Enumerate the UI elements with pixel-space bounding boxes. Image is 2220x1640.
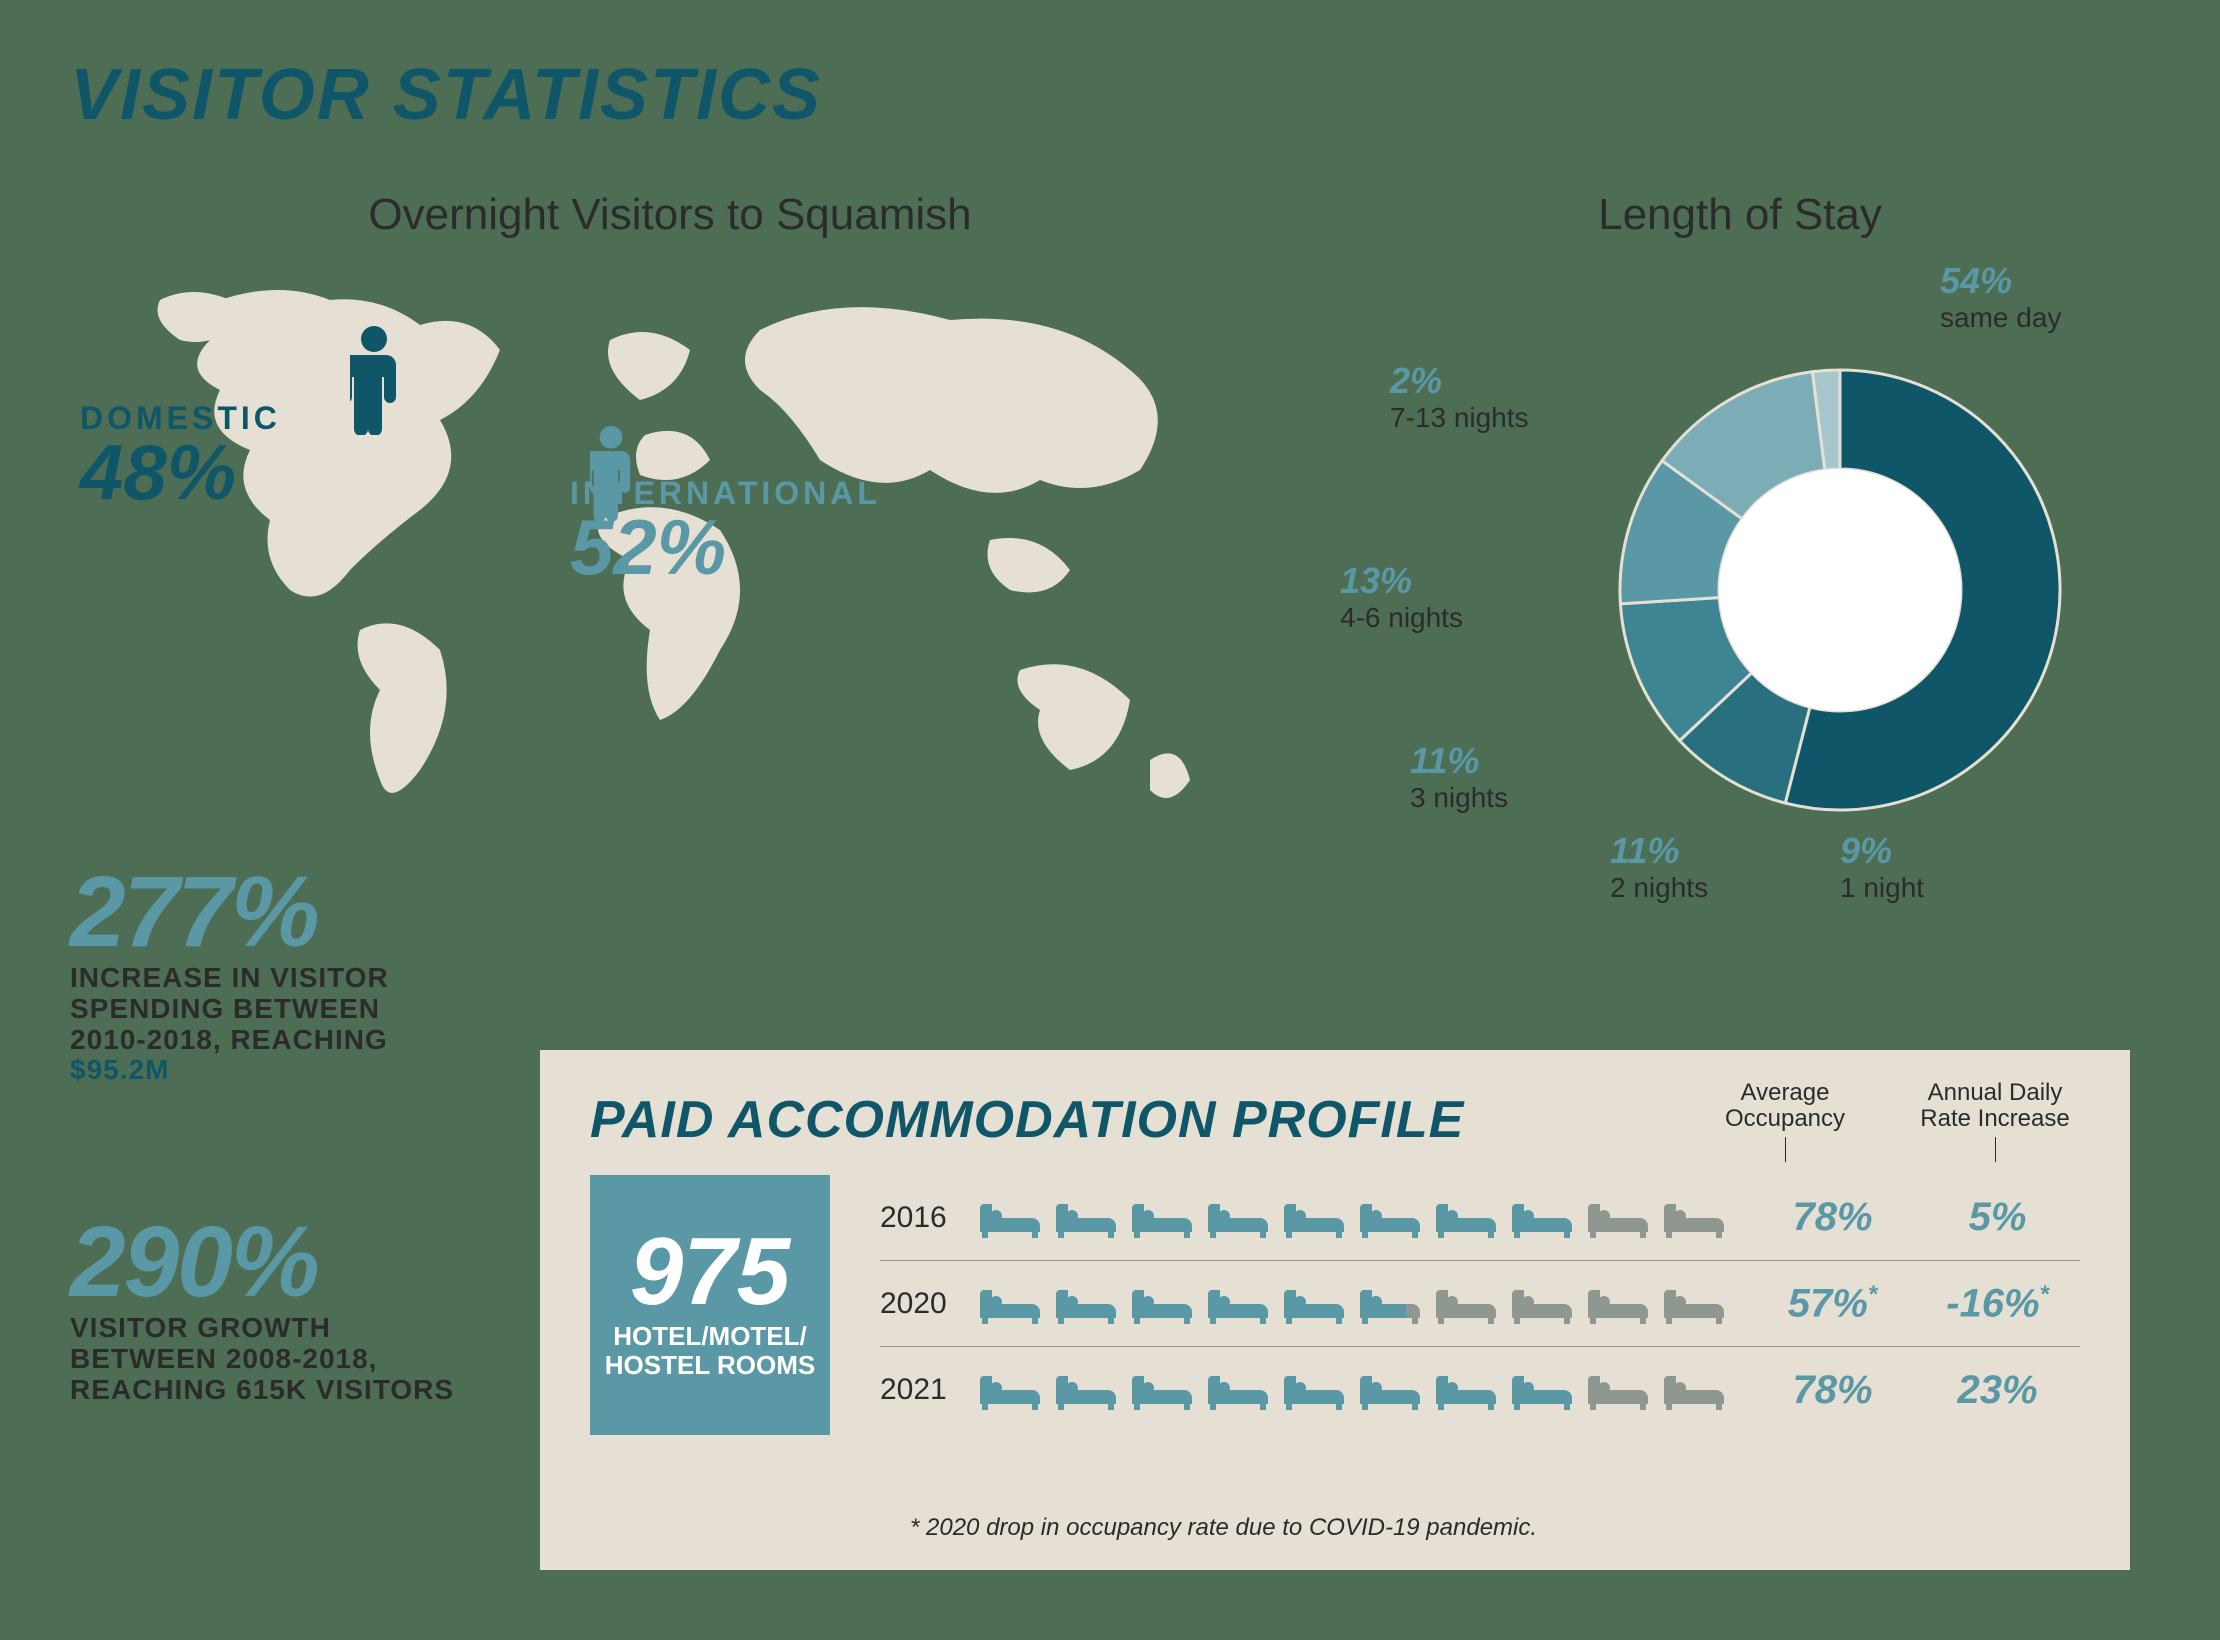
bed-icon <box>1360 1282 1426 1326</box>
col-adr-increase: Annual DailyRate Increase <box>1920 1080 2070 1162</box>
international-label: INTERNATIONAL 52% <box>570 475 881 582</box>
bed-icon <box>1512 1282 1578 1326</box>
bed-icon <box>980 1282 1046 1326</box>
donut-wrap: 54%same day9%1 night11%2 nights11%3 nigh… <box>1350 280 2130 900</box>
bed-strip <box>980 1282 1750 1326</box>
slice-label: 2%7-13 nights <box>1390 360 1529 434</box>
map-heading: Overnight Visitors to Squamish <box>70 190 1270 240</box>
bed-icon <box>1588 1196 1654 1240</box>
bed-icon <box>1056 1282 1122 1326</box>
bed-icon <box>1664 1196 1730 1240</box>
bed-icon <box>1284 1282 1350 1326</box>
international-percent: 52% <box>570 512 881 582</box>
bed-icon <box>1588 1368 1654 1412</box>
stat-growth: 290% VISITOR GROWTH BETWEEN 2008-2018, R… <box>70 1220 490 1405</box>
bed-icon <box>1512 1196 1578 1240</box>
length-of-stay-section: Length of Stay 54%same day9%1 night11%2 … <box>1350 190 2130 900</box>
bed-icon <box>980 1368 1046 1412</box>
stat-spending-desc: INCREASE IN VISITOR SPENDING BETWEEN 201… <box>70 963 490 1086</box>
occupancy-row: 2020 57%* -16%* <box>880 1261 2080 1347</box>
stat-growth-value: 290% <box>70 1220 490 1305</box>
bed-icon <box>1664 1282 1730 1326</box>
bed-icon <box>1284 1196 1350 1240</box>
accommodation-headers: AverageOccupancy Annual DailyRate Increa… <box>1710 1080 2070 1162</box>
page-title: VISITOR STATISTICS <box>70 54 822 136</box>
stat-growth-desc: VISITOR GROWTH BETWEEN 2008-2018, REACHI… <box>70 1313 490 1405</box>
bed-icon <box>1360 1196 1426 1240</box>
world-map: DOMESTIC 48% INTERNATIONAL 52% <box>120 270 1220 840</box>
adr-value: 5% <box>1915 1195 2080 1240</box>
person-icon-domestic <box>350 325 398 440</box>
col-avg-occupancy: AverageOccupancy <box>1710 1080 1860 1162</box>
bed-icon <box>1436 1196 1502 1240</box>
bed-icon <box>980 1196 1046 1240</box>
bed-icon <box>1436 1368 1502 1412</box>
stat-spending: 277% INCREASE IN VISITOR SPENDING BETWEE… <box>70 870 490 1086</box>
donut-heading: Length of Stay <box>1350 190 2130 240</box>
bed-icon <box>1360 1368 1426 1412</box>
rooms-number: 975 <box>590 1231 830 1313</box>
overnight-visitors-section: Overnight Visitors to Squamish DOMESTIC … <box>70 190 1270 840</box>
slice-label: 54%same day <box>1940 260 2061 334</box>
bed-icon <box>1512 1368 1578 1412</box>
slice-label: 13%4-6 nights <box>1340 560 1463 634</box>
rooms-box: 975 HOTEL/MOTEL/HOSTEL ROOMS <box>590 1175 830 1435</box>
bed-icon <box>1588 1282 1654 1326</box>
bed-strip <box>980 1368 1750 1412</box>
bed-icon <box>1436 1282 1502 1326</box>
occ-value: 78% <box>1750 1368 1915 1413</box>
occ-value: 57%* <box>1750 1281 1915 1326</box>
bed-icon <box>1132 1282 1198 1326</box>
footnote: * 2020 drop in occupancy rate due to COV… <box>910 1514 1537 1542</box>
slice-label: 11%2 nights <box>1610 830 1708 904</box>
bed-icon <box>1132 1368 1198 1412</box>
bed-icon <box>1284 1368 1350 1412</box>
bed-icon <box>1208 1368 1274 1412</box>
donut-hole <box>1719 469 1961 711</box>
stat-spending-value: 277% <box>70 870 490 955</box>
occupancy-rows: 2016 78% 5% 2020 57%* -16%* 2021 78% 23% <box>880 1175 2080 1433</box>
bed-icon <box>1056 1368 1122 1412</box>
donut-chart <box>1590 340 2090 840</box>
domestic-percent: 48% <box>80 437 281 507</box>
adr-value: -16%* <box>1915 1281 2080 1326</box>
bed-icon <box>1056 1196 1122 1240</box>
bed-icon <box>1132 1196 1198 1240</box>
domestic-label: DOMESTIC 48% <box>80 400 281 507</box>
slice-label: 11%3 nights <box>1410 740 1508 814</box>
occ-value: 78% <box>1750 1195 1915 1240</box>
occupancy-row: 2016 78% 5% <box>880 1175 2080 1261</box>
bed-strip <box>980 1196 1750 1240</box>
occ-year: 2020 <box>880 1287 980 1321</box>
occ-year: 2021 <box>880 1373 980 1407</box>
bed-icon <box>1208 1196 1274 1240</box>
occupancy-row: 2021 78% 23% <box>880 1347 2080 1433</box>
rooms-label: HOTEL/MOTEL/HOSTEL ROOMS <box>590 1322 830 1379</box>
adr-value: 23% <box>1915 1368 2080 1413</box>
accommodation-panel: PAID ACCOMMODATION PROFILE AverageOccupa… <box>540 1050 2130 1570</box>
slice-label: 9%1 night <box>1840 830 1924 904</box>
bed-icon <box>1664 1368 1730 1412</box>
bed-icon <box>1208 1282 1274 1326</box>
occ-year: 2016 <box>880 1201 980 1235</box>
